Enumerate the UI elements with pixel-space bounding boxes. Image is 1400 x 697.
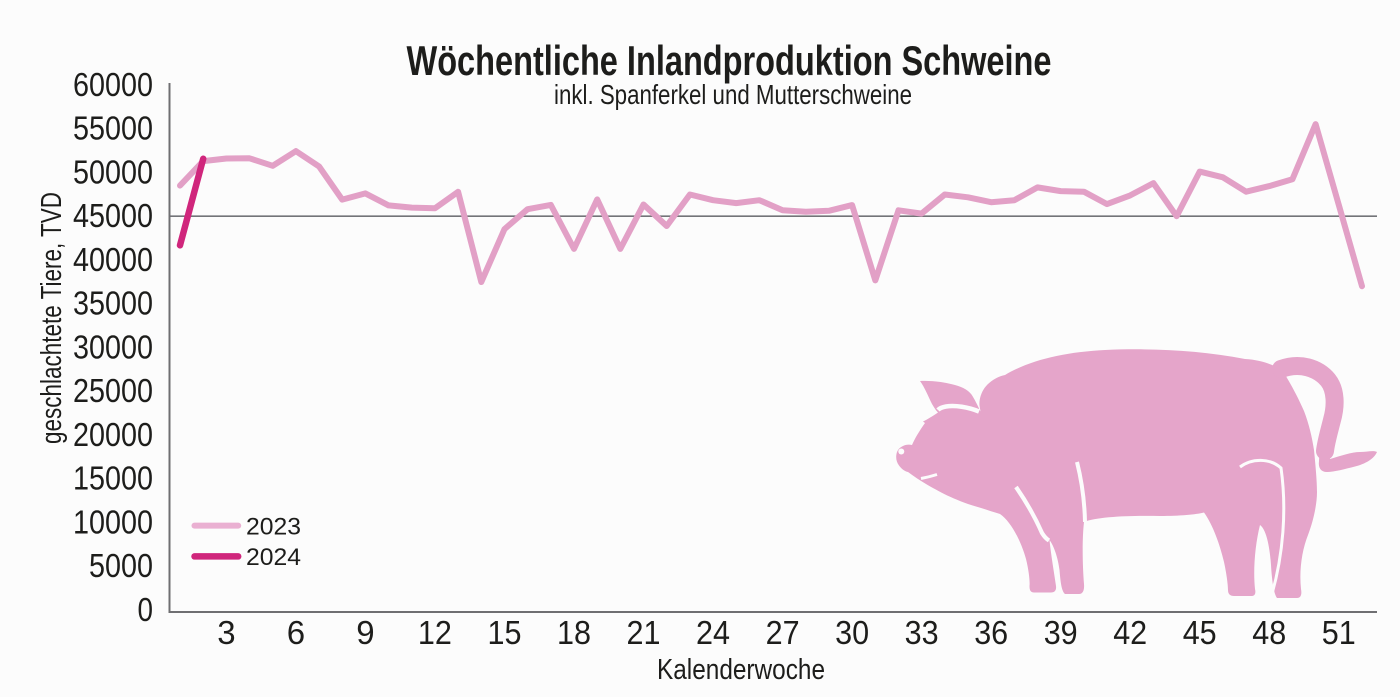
svg-text:40000: 40000: [73, 241, 153, 278]
svg-text:36: 36: [974, 614, 1008, 651]
svg-text:18: 18: [557, 614, 591, 651]
svg-text:Kalenderwoche: Kalenderwoche: [657, 654, 825, 686]
svg-text:45: 45: [1183, 614, 1217, 651]
svg-text:21: 21: [627, 614, 661, 651]
svg-text:35000: 35000: [73, 285, 153, 322]
svg-text:0: 0: [138, 591, 154, 628]
svg-text:48: 48: [1252, 614, 1286, 651]
svg-text:5000: 5000: [89, 547, 153, 584]
svg-text:9: 9: [356, 614, 374, 651]
svg-text:51: 51: [1322, 614, 1356, 651]
svg-text:55000: 55000: [73, 110, 153, 147]
svg-text:27: 27: [766, 614, 800, 651]
svg-text:inkl. Spanferkel und Muttersch: inkl. Spanferkel und Mutterschweine: [554, 79, 912, 110]
svg-text:25000: 25000: [73, 372, 153, 409]
svg-text:3: 3: [217, 614, 235, 651]
svg-text:20000: 20000: [73, 416, 153, 453]
svg-text:30000: 30000: [73, 329, 153, 366]
svg-text:60000: 60000: [73, 66, 153, 103]
svg-text:24: 24: [696, 614, 730, 651]
svg-text:10000: 10000: [73, 504, 153, 541]
svg-text:geschlachtete Tiere, TVD: geschlachtete Tiere, TVD: [36, 192, 68, 444]
svg-text:2024: 2024: [246, 544, 301, 571]
svg-text:Wöchentliche Inlandproduktion: Wöchentliche Inlandproduktion Schweine: [407, 37, 1052, 84]
svg-text:30: 30: [835, 614, 869, 651]
svg-text:50000: 50000: [73, 154, 153, 191]
svg-text:33: 33: [905, 614, 939, 651]
svg-text:2023: 2023: [246, 513, 301, 540]
svg-text:39: 39: [1044, 614, 1078, 651]
svg-text:6: 6: [287, 614, 305, 651]
svg-text:15000: 15000: [73, 460, 153, 497]
svg-text:42: 42: [1113, 614, 1147, 651]
svg-text:15: 15: [488, 614, 522, 651]
svg-text:45000: 45000: [73, 197, 153, 234]
svg-text:12: 12: [418, 614, 452, 651]
